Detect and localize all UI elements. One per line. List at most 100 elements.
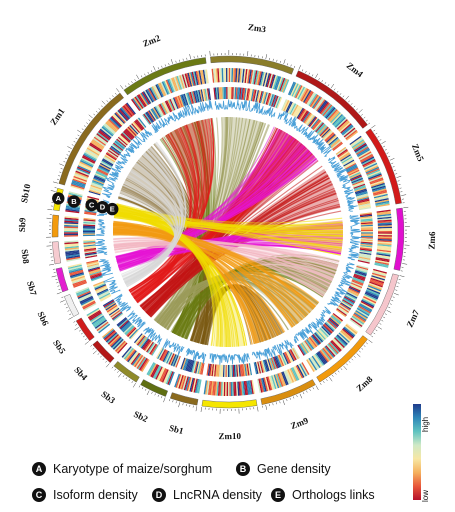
gene-density-bin: [109, 335, 121, 347]
gene-density-bin: [217, 381, 221, 396]
isoform-density-bin: [160, 349, 168, 361]
chromosome-label: Sb6: [36, 310, 51, 328]
isoform-density-bin: [332, 141, 343, 151]
ortholog-link: [116, 203, 344, 232]
gene-density-bin: [310, 95, 320, 108]
gene-density-bin: [191, 71, 196, 86]
gene-density-bin: [132, 354, 143, 367]
gene-density-bin: [157, 367, 166, 381]
isoform-density-bin: [351, 279, 364, 285]
isoform-density-bin: [314, 121, 324, 132]
axis-tick: [302, 392, 305, 395]
axis-tick: [391, 162, 394, 164]
isoform-density-bin: [120, 133, 131, 143]
gene-density-bin: [330, 112, 341, 124]
isoform-density-bin: [152, 107, 160, 119]
gene-density-bin: [289, 368, 297, 382]
isoform-density-bin: [101, 160, 113, 168]
gene-density-bin: [125, 103, 135, 116]
gene-density-bin: [70, 184, 85, 190]
gene-density-bin: [121, 346, 132, 358]
isoform-density-bin: [90, 275, 103, 281]
gene-density-bin: [107, 119, 119, 131]
axis-tick: [75, 137, 78, 140]
isoform-density-bin: [85, 255, 98, 259]
isoform-density-bin: [138, 336, 148, 348]
isoform-density-bin: [347, 289, 359, 297]
gene-density-bin: [359, 152, 373, 161]
gene-density-bin: [368, 284, 382, 291]
axis-tick: [379, 139, 382, 141]
gene-density-bin: [337, 333, 349, 344]
axis-tick: [64, 157, 67, 160]
isoform-density-bin: [126, 326, 136, 337]
karyotype-band: [365, 128, 402, 205]
color-scale-bar: [413, 404, 421, 500]
axis-tick: [397, 282, 400, 284]
gene-density-bin: [65, 252, 80, 257]
karyotype-band: [92, 340, 115, 363]
gene-density-bin: [366, 169, 381, 176]
isoform-density-bin: [346, 292, 358, 299]
gene-density-bin: [290, 82, 298, 97]
axis-tick: [368, 339, 373, 344]
gene-density-bin: [344, 128, 357, 139]
isoform-density-bin: [109, 147, 120, 156]
gene-density-bin: [241, 68, 245, 83]
gene-density-bin: [194, 71, 199, 86]
isoform-density-bin: [167, 352, 174, 365]
gene-density-bin: [95, 320, 108, 331]
isoform-density-bin: [241, 87, 245, 100]
gene-density-bin: [181, 74, 188, 89]
isoform-density-bin: [227, 364, 230, 377]
legend-label-karyotype: Karyotype of maize/sorghum: [53, 462, 213, 476]
axis-tick: [200, 407, 202, 413]
gene-density-bin: [323, 105, 334, 118]
chromosome-label: Sb4: [72, 365, 90, 383]
gene-density-bin: [357, 150, 371, 159]
isoform-density-bin: [289, 103, 297, 115]
isoform-density-bin: [332, 142, 343, 151]
axis-tick: [393, 169, 396, 171]
gene-density-bin: [345, 129, 358, 140]
chromosome-label: Zm9: [289, 415, 310, 431]
isoform-density-bin: [129, 124, 139, 135]
isoform-density-bin: [353, 182, 365, 188]
gene-density-bin: [64, 220, 79, 223]
gene-density-bin: [341, 124, 353, 135]
gene-density-bin: [341, 329, 353, 340]
gene-density-bin: [370, 279, 384, 285]
gene-density-bin: [352, 140, 365, 150]
axis-tick: [182, 58, 184, 61]
gene-density-bin: [358, 305, 371, 314]
isoform-density-bin: [360, 223, 373, 226]
gene-density-bin: [187, 377, 193, 392]
isoform-density-bin: [338, 151, 349, 159]
isoform-density-bin: [294, 106, 302, 118]
isoform-density-bin: [135, 334, 145, 345]
axis-tick: [146, 390, 150, 396]
isoform-density-bin: [344, 162, 357, 170]
gene-density-bin: [344, 325, 357, 336]
ortholog-ribbon: [119, 145, 185, 286]
gene-density-bin: [80, 158, 94, 167]
isoform-density-bin: [355, 269, 368, 274]
gene-density-bin: [372, 189, 387, 195]
isoform-density-bin: [110, 309, 121, 318]
gene-density-bin: [290, 367, 298, 381]
gene-density-bin: [141, 91, 151, 105]
axis-tick: [114, 368, 117, 371]
axis-tick: [61, 296, 64, 298]
isoform-density-bin: [96, 288, 109, 295]
axis-tick: [342, 95, 345, 98]
gene-density-bin: [375, 199, 390, 204]
gene-density-bin: [312, 96, 323, 110]
karyotype-band: [140, 379, 168, 397]
isoform-density-bin: [358, 203, 371, 207]
gene-density-bin: [303, 90, 312, 103]
isoform-density-bin: [303, 112, 312, 124]
isoform-density-bin: [326, 133, 336, 143]
gene-density-bin: [89, 312, 102, 321]
axis-tick: [293, 65, 296, 68]
isoform-density-bin: [258, 361, 263, 374]
